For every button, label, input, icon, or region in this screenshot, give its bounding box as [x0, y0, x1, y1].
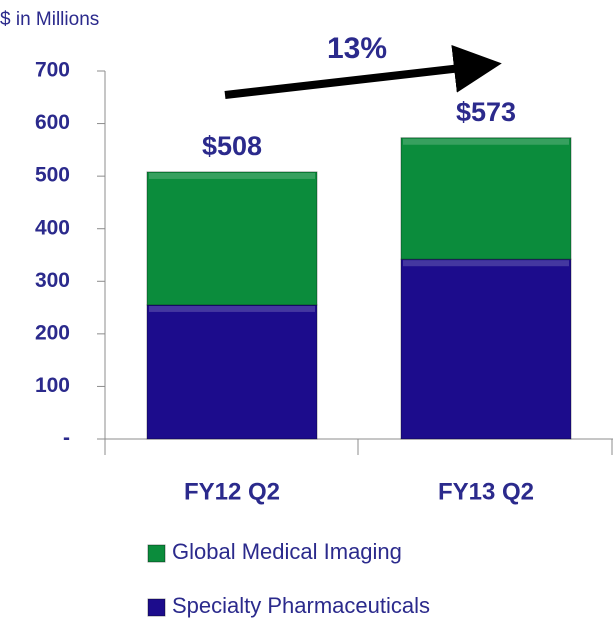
y-tick-label: 500 — [35, 164, 70, 187]
x-tick-label: FY12 Q2 — [184, 478, 280, 505]
bar-bevel — [149, 305, 315, 312]
y-tick-label: 700 — [35, 59, 70, 82]
bar-bevel — [403, 138, 569, 145]
total-label: $573 — [456, 97, 516, 127]
y-tick-label: 300 — [35, 269, 70, 292]
y-tick-label: 100 — [35, 374, 70, 397]
y-tick-label: - — [63, 427, 70, 450]
legend-swatch — [147, 598, 166, 617]
bar-segment — [400, 258, 572, 440]
bar-segment — [146, 171, 318, 306]
legend-swatch — [147, 544, 166, 563]
total-label: $508 — [202, 131, 262, 161]
y-tick-label: 600 — [35, 111, 70, 134]
y-tick-label: 400 — [35, 216, 70, 239]
y-tick-label: 200 — [35, 321, 70, 344]
bar-bevel — [149, 172, 315, 179]
x-tick-label: FY13 Q2 — [438, 478, 534, 505]
legend-label: Global Medical Imaging — [172, 539, 402, 564]
growth-arrow — [224, 44, 502, 99]
legend-label: Specialty Pharmaceuticals — [172, 593, 430, 618]
bar-segment — [400, 137, 572, 260]
growth-annotation: 13% — [327, 32, 387, 65]
bar-bevel — [403, 260, 569, 267]
bar-segment — [146, 304, 318, 440]
y-axis-label: $ in Millions — [0, 9, 99, 30]
